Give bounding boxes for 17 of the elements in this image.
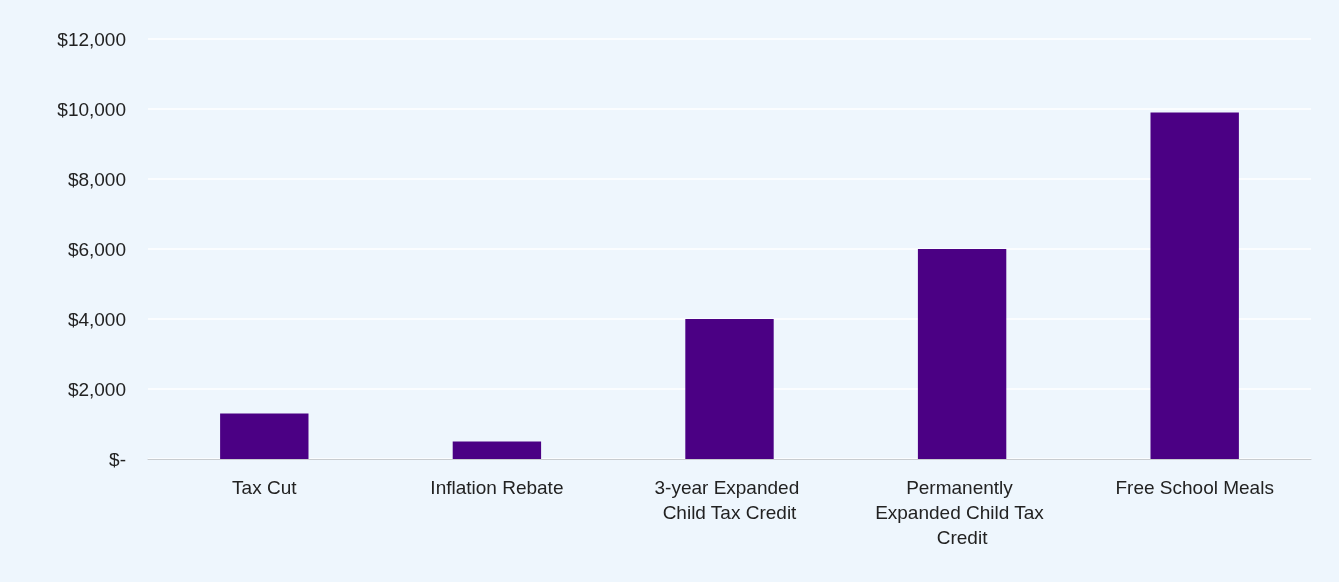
x-tick-label: 3-year Expanded Child Tax Credit	[654, 477, 805, 523]
x-tick-label: Free School Meals	[1115, 477, 1274, 498]
x-tick-label: Tax Cut	[232, 477, 298, 498]
bar	[1150, 112, 1239, 459]
y-tick-label: $6,000	[67, 238, 126, 260]
y-tick-label: $4,000	[67, 308, 126, 330]
y-tick-label: $2,000	[67, 378, 126, 400]
bar	[917, 249, 1007, 459]
y-tick-label: $8,000	[67, 168, 126, 190]
bar	[220, 413, 309, 459]
bar	[685, 319, 774, 459]
x-tick-label: Inflation Rebate	[430, 477, 564, 498]
y-tick-label: $12,000	[57, 28, 126, 50]
y-tick-label: $-	[109, 448, 126, 470]
x-tick-label: Permanently Expanded Child Tax Credit	[875, 477, 1050, 548]
y-tick-label: $10,000	[57, 98, 126, 120]
bar	[452, 441, 542, 459]
